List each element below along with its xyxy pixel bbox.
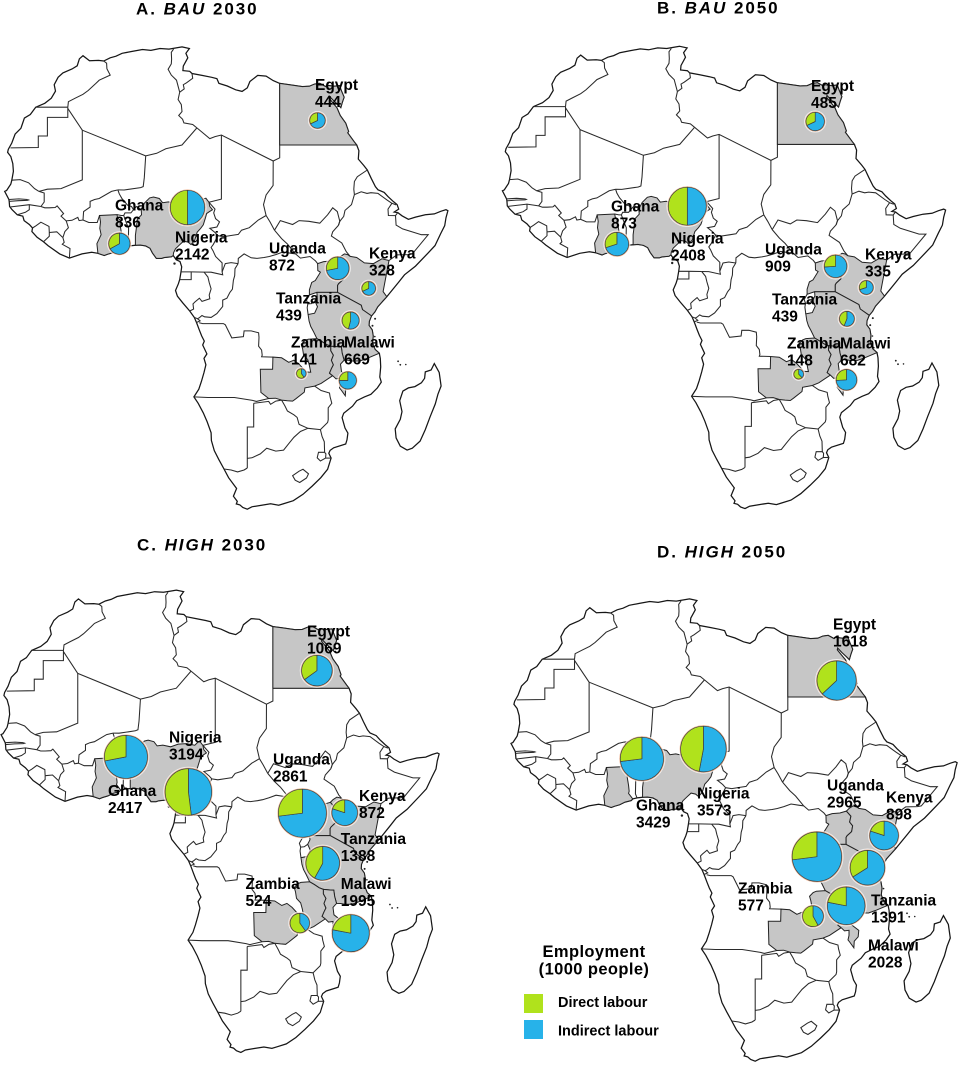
svg-text:872: 872 <box>269 257 295 274</box>
svg-text:682: 682 <box>840 352 866 369</box>
svg-text:485: 485 <box>811 95 837 112</box>
svg-text:Kenya: Kenya <box>886 789 933 806</box>
svg-text:Malawi: Malawi <box>344 334 395 351</box>
svg-text:Egypt: Egypt <box>307 623 350 640</box>
svg-text:1388: 1388 <box>341 848 376 865</box>
svg-text:Malawi: Malawi <box>341 876 392 893</box>
svg-text:Malawi: Malawi <box>840 335 891 352</box>
svg-text:Tanzania: Tanzania <box>341 831 407 848</box>
svg-text:Direct labour: Direct labour <box>558 995 648 1011</box>
svg-text:Kenya: Kenya <box>865 246 912 263</box>
svg-text:Tanzania: Tanzania <box>276 290 342 307</box>
svg-text:Malawi: Malawi <box>868 937 919 954</box>
svg-text:Indirect labour: Indirect labour <box>558 1024 659 1040</box>
svg-text:2417: 2417 <box>108 800 142 817</box>
svg-text:Zambia: Zambia <box>738 880 793 897</box>
svg-text:Ghana: Ghana <box>108 783 157 800</box>
svg-text:Nigeria: Nigeria <box>175 229 228 246</box>
svg-text:Ghana: Ghana <box>636 797 685 814</box>
svg-text:909: 909 <box>765 258 791 275</box>
svg-text:A. BAU 2030: A. BAU 2030 <box>136 0 259 18</box>
svg-text:Egypt: Egypt <box>315 77 358 94</box>
svg-text:2965: 2965 <box>827 794 862 811</box>
svg-text:669: 669 <box>344 351 370 368</box>
svg-text:2142: 2142 <box>175 246 209 263</box>
svg-text:439: 439 <box>772 308 798 325</box>
svg-text:Nigeria: Nigeria <box>671 230 724 247</box>
svg-text:(1000 people): (1000 people) <box>539 961 650 979</box>
svg-text:444: 444 <box>315 94 341 111</box>
svg-text:Tanzania: Tanzania <box>772 291 838 308</box>
svg-text:3429: 3429 <box>636 814 671 831</box>
svg-text:Uganda: Uganda <box>827 777 884 794</box>
svg-text:148: 148 <box>787 352 813 369</box>
svg-text:141: 141 <box>291 351 317 368</box>
svg-text:2408: 2408 <box>671 247 706 264</box>
svg-text:D. HIGH 2050: D. HIGH 2050 <box>657 542 787 561</box>
svg-text:577: 577 <box>738 897 764 914</box>
svg-text:2028: 2028 <box>868 954 903 971</box>
svg-text:836: 836 <box>115 214 141 231</box>
svg-text:Uganda: Uganda <box>273 752 330 769</box>
svg-text:439: 439 <box>276 307 302 324</box>
svg-text:3573: 3573 <box>697 802 732 819</box>
svg-text:1618: 1618 <box>833 633 868 650</box>
svg-text:Tanzania: Tanzania <box>871 892 937 909</box>
svg-text:Zambia: Zambia <box>787 335 842 352</box>
svg-text:Kenya: Kenya <box>359 788 406 805</box>
svg-text:Zambia: Zambia <box>246 876 301 893</box>
svg-text:Employment: Employment <box>542 943 645 961</box>
svg-text:Ghana: Ghana <box>115 197 164 214</box>
svg-text:524: 524 <box>246 893 272 910</box>
svg-text:1069: 1069 <box>307 640 342 657</box>
svg-text:Uganda: Uganda <box>765 241 822 258</box>
svg-text:1391: 1391 <box>871 909 906 926</box>
svg-text:328: 328 <box>369 262 395 279</box>
svg-text:Egypt: Egypt <box>811 78 854 95</box>
svg-text:Nigeria: Nigeria <box>697 785 750 802</box>
svg-text:Zambia: Zambia <box>291 334 346 351</box>
svg-text:Egypt: Egypt <box>833 616 876 633</box>
svg-text:2861: 2861 <box>273 769 308 786</box>
svg-text:Uganda: Uganda <box>269 240 326 257</box>
svg-text:335: 335 <box>865 263 891 280</box>
svg-text:Kenya: Kenya <box>369 245 416 262</box>
svg-text:B. BAU 2050: B. BAU 2050 <box>657 0 780 18</box>
svg-text:Nigeria: Nigeria <box>169 729 222 746</box>
svg-text:3194: 3194 <box>169 746 204 763</box>
svg-text:Ghana: Ghana <box>611 198 660 215</box>
svg-text:1995: 1995 <box>341 893 376 910</box>
svg-text:C. HIGH 2030: C. HIGH 2030 <box>137 535 267 554</box>
svg-text:898: 898 <box>886 806 912 823</box>
svg-text:873: 873 <box>611 215 637 232</box>
svg-text:872: 872 <box>359 805 385 822</box>
